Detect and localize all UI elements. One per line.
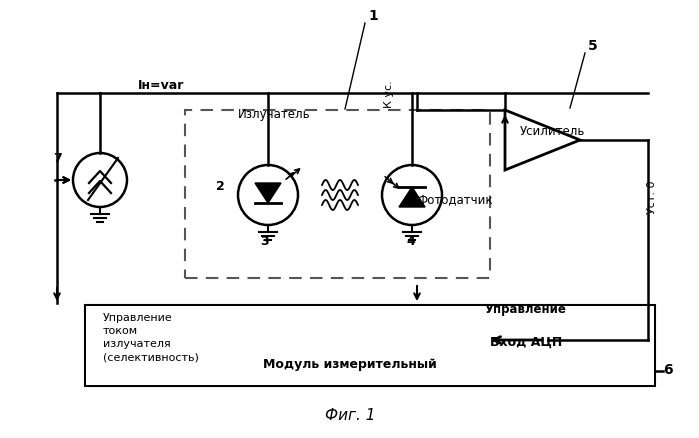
Text: 7: 7 [53,152,62,165]
Bar [86,306,654,385]
Text: Модуль измерительный: Модуль измерительный [263,358,437,371]
Text: Фотодатчик: Фотодатчик [417,193,493,206]
Text: 3: 3 [260,235,268,248]
Text: Усилитель: Усилитель [520,125,585,138]
Bar [85,305,655,386]
Text: Излучатель: Излучатель [238,108,310,121]
Text: Управление
током
излучателя
(селективность): Управление током излучателя (селективнос… [103,313,199,363]
Text: Фиг. 1: Фиг. 1 [325,408,375,423]
Text: Управление: Управление [485,303,567,316]
Bar [185,110,490,278]
Text: 2: 2 [216,180,225,193]
Text: К ус.: К ус. [384,81,394,109]
Polygon shape [255,183,281,203]
Text: 4: 4 [406,235,415,248]
Text: 6: 6 [663,363,672,377]
Text: Уст. 0: Уст. 0 [647,181,657,215]
Text: Вход АЦП: Вход АЦП [490,336,562,349]
Text: 5: 5 [588,39,598,53]
Text: Iн=var: Iн=var [138,79,185,92]
Polygon shape [399,187,425,207]
Text: 1: 1 [368,9,377,23]
